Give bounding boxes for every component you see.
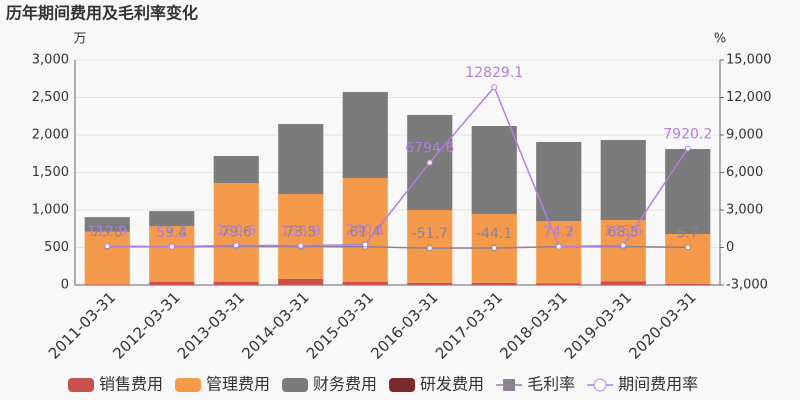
legend-label: 研发费用 xyxy=(420,375,484,394)
data-label: -51.7 xyxy=(412,226,448,242)
data-label: 79.6 xyxy=(221,225,252,241)
bar-segment xyxy=(213,282,259,285)
bar-segment xyxy=(536,283,582,285)
bar-segment xyxy=(149,282,195,285)
data-label: 240.1 xyxy=(345,222,385,238)
bar-segment xyxy=(665,234,711,284)
legend-label: 期间费用率 xyxy=(618,375,698,394)
legend-swatch xyxy=(282,378,309,392)
line-point xyxy=(426,245,433,252)
data-label: 6794.6 xyxy=(405,141,454,157)
bar-segment xyxy=(149,226,195,282)
y2-unit: % xyxy=(714,32,726,47)
bar-segment xyxy=(665,149,711,234)
data-label: 7920.2 xyxy=(663,126,712,142)
line-point xyxy=(491,84,498,91)
data-label: 73.8 xyxy=(92,225,123,241)
data-label: 12829.1 xyxy=(465,65,523,81)
bar-segment xyxy=(278,194,324,279)
data-label: 61.4 xyxy=(350,225,381,241)
data-label: 165.5 xyxy=(603,223,643,239)
bar-segment xyxy=(84,231,130,285)
bar-segment xyxy=(536,221,582,284)
y2-tick-label: 3,000 xyxy=(726,203,763,218)
data-label: 59.4 xyxy=(156,225,187,241)
bar-segment xyxy=(84,284,130,285)
line-point xyxy=(168,243,175,250)
legend-label: 管理费用 xyxy=(206,375,270,394)
data-label: 55.2 xyxy=(156,225,187,241)
y2-tick-label: 6,000 xyxy=(726,165,763,180)
y2-tick-label: 12,000 xyxy=(726,90,772,105)
bar-segment xyxy=(342,177,388,282)
line-point xyxy=(233,242,240,249)
bar-segment xyxy=(278,279,324,285)
line-point xyxy=(491,245,498,252)
bar-segment xyxy=(342,92,388,178)
bar-segment xyxy=(213,183,259,282)
y-tick-label: 2,500 xyxy=(32,90,69,105)
y-tick-label: 0 xyxy=(61,278,69,293)
line-point xyxy=(297,242,304,249)
bar-segment xyxy=(471,126,517,214)
line-point xyxy=(104,243,111,250)
y2-tick-label: -3,000 xyxy=(726,278,768,293)
legend-swatch xyxy=(389,378,416,392)
line-point xyxy=(620,242,627,249)
data-label: 73.5 xyxy=(285,225,316,241)
bar-segment xyxy=(600,219,646,282)
chart-title: 历年期间费用及毛利率变化 xyxy=(6,4,198,23)
bar-segment xyxy=(149,211,195,227)
bar-segment xyxy=(213,156,259,183)
y2-tick-label: 9,000 xyxy=(726,128,763,143)
y2-tick-label: 0 xyxy=(726,240,734,255)
line xyxy=(107,85,689,248)
y2-tick-label: 15,000 xyxy=(726,53,772,68)
bar-segment xyxy=(342,282,388,285)
legend-marker xyxy=(593,378,607,392)
legend-label: 销售费用 xyxy=(99,375,163,394)
y-tick-label: 500 xyxy=(44,240,69,255)
bar-segment xyxy=(665,283,711,285)
line-point xyxy=(684,244,691,251)
line-point xyxy=(684,145,691,152)
bar-segment xyxy=(84,217,130,232)
bar-segment xyxy=(471,282,517,285)
data-label: 5.7 xyxy=(677,225,699,241)
legend-label: 毛利率 xyxy=(527,375,575,394)
bar-segment xyxy=(600,140,646,220)
y-tick-label: 1,500 xyxy=(32,165,69,180)
bar-segment xyxy=(407,282,453,285)
data-label: -44.1 xyxy=(476,226,512,242)
legend-swatch xyxy=(68,378,94,392)
line-point xyxy=(555,243,562,250)
data-label: 153.9 xyxy=(281,224,321,240)
y-tick-label: 1,000 xyxy=(32,203,69,218)
y-tick-label: 3,000 xyxy=(32,53,69,68)
legend-label: 财务费用 xyxy=(313,375,377,394)
line-point xyxy=(362,241,369,248)
y-unit: 万 xyxy=(73,32,86,47)
bar-segment xyxy=(600,281,646,285)
line-point xyxy=(426,159,433,166)
data-label: 68.5 xyxy=(608,225,639,241)
legend-swatch xyxy=(175,378,202,392)
y-tick-label: 2,000 xyxy=(32,128,69,143)
bar-segment xyxy=(278,123,324,195)
data-label: 112.9 xyxy=(87,224,127,240)
data-label: 74.1 xyxy=(543,225,574,241)
legend-marker xyxy=(503,379,516,391)
data-label: 180.6 xyxy=(216,223,256,239)
